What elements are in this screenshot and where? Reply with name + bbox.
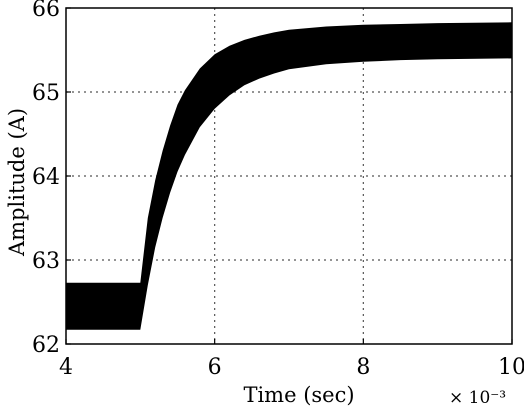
x-axis-label: Time (sec) <box>243 383 354 407</box>
x-tick-label: 8 <box>356 355 370 380</box>
y-tick-label: 63 <box>32 249 60 274</box>
x-tick-label: 10 <box>498 355 524 380</box>
y-tick-label: 64 <box>32 165 60 190</box>
amplitude-band <box>66 22 512 330</box>
y-axis-label: Amplitude (A) <box>5 108 29 257</box>
y-tick-label: 66 <box>32 0 60 22</box>
y-tick-label: 62 <box>32 333 60 358</box>
tick-labels: 4 6 8 10 62 63 64 65 66 <box>32 0 524 380</box>
x-tick-label: 6 <box>208 355 222 380</box>
y-tick-label: 65 <box>32 81 60 106</box>
x-tick-label: 4 <box>59 355 73 380</box>
x-axis-exponent: × 10⁻³ <box>449 388 506 408</box>
